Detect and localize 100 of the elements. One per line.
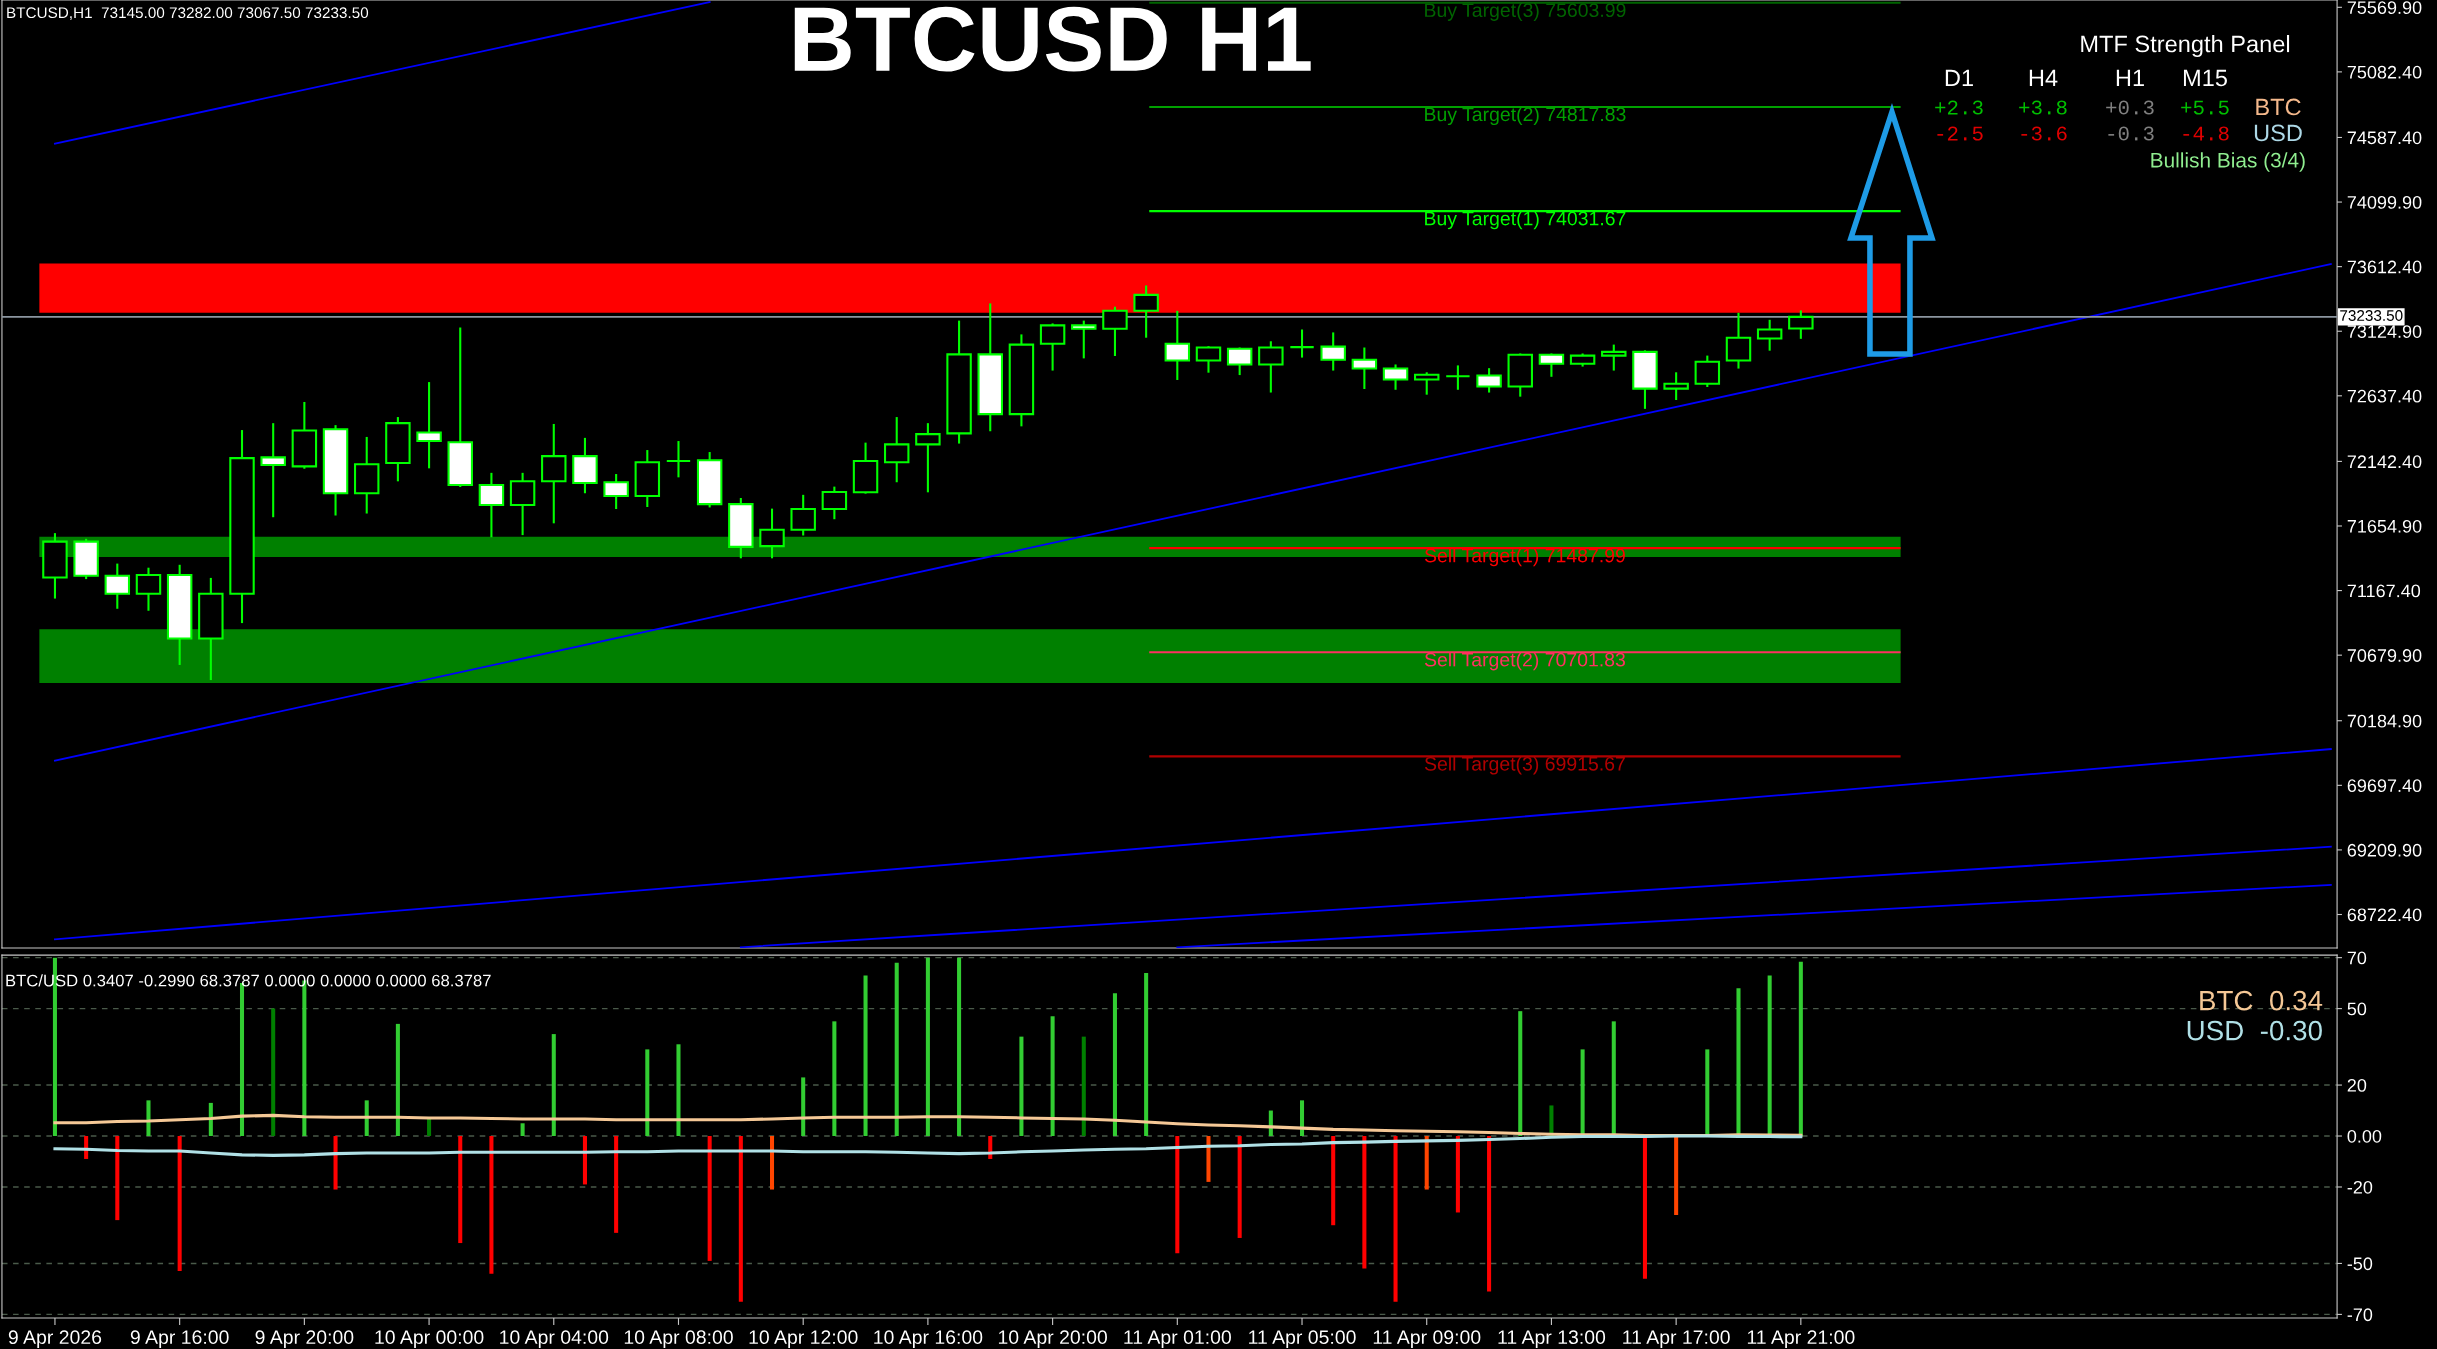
bar [177, 1136, 182, 1272]
annotation: +5.5 [2181, 100, 2229, 115]
candlestick [1258, 340, 1284, 394]
candlestick [135, 566, 162, 612]
candlestick [1725, 311, 1752, 370]
x-tick-label: 9 Apr 16:00 [130, 1330, 229, 1348]
ref-line-label: Buy Target(2) 74817.83 [1425, 106, 1626, 126]
x-tick-label: 10 Apr 00:00 [375, 1330, 484, 1348]
y-tick-label: 71167.40 [2347, 584, 2421, 598]
bar [645, 1049, 650, 1137]
y-tick-label: 73612.40 [2347, 260, 2422, 274]
bar [1019, 1036, 1024, 1137]
x-tick-label: 11 Apr 01:00 [1124, 1330, 1231, 1348]
bar [894, 962, 899, 1137]
bar [489, 1136, 494, 1274]
candlestick [883, 416, 910, 484]
bar [769, 1136, 775, 1190]
candlestick [1351, 346, 1378, 391]
bar [1674, 1136, 1679, 1216]
bar [458, 1136, 463, 1244]
ref-line-label: Sell Target(1) 71487.99 [1424, 548, 1625, 567]
bar [707, 1136, 712, 1261]
candlestick [1133, 284, 1159, 339]
candlestick [915, 422, 941, 494]
candlestick [1195, 345, 1222, 374]
bar [1487, 1136, 1492, 1292]
bar [1081, 1036, 1086, 1137]
y-tick-label: -20 [2347, 1180, 2373, 1194]
y-tick-label: 72637.40 [2347, 389, 2422, 403]
y-tick-label: 75082.40 [2347, 65, 2422, 79]
y-tick-label: 50 [2347, 1002, 2367, 1016]
annotation: H4 [2029, 69, 2058, 87]
candlestick [1788, 309, 1814, 340]
x-tick-label: 10 Apr 20:00 [998, 1330, 1107, 1348]
annotation: H1 [2116, 69, 2144, 87]
x-tick-label: 10 Apr 04:00 [500, 1330, 609, 1348]
bar [115, 1136, 120, 1221]
y-tick-label: -70 [2347, 1308, 2373, 1322]
bar [146, 1100, 151, 1137]
bar [1705, 1049, 1710, 1137]
y-tick-label: 0.00 [2347, 1129, 2382, 1143]
y-tick-label: 72142.40 [2347, 455, 2422, 469]
bar [1331, 1136, 1336, 1226]
annotation: M15 [2183, 69, 2227, 87]
ref-line-label: Sell Target(2) 70701.83 [1424, 652, 1625, 671]
y-tick-label: 20 [2347, 1078, 2367, 1092]
bar [395, 1023, 400, 1137]
bar [676, 1044, 681, 1137]
candlestick [1601, 343, 1627, 372]
bar [1175, 1136, 1180, 1254]
bar [1144, 972, 1149, 1137]
annotation: BTCUSD,H1 73145.00 73282.00 73067.50 73233.50 [7, 7, 369, 20]
annotation: -0.3 [2108, 126, 2154, 141]
candlestick [665, 440, 692, 479]
candlestick [1320, 331, 1346, 372]
bar [801, 1077, 806, 1137]
candlestick [821, 485, 848, 521]
annotation: -4.8 [2183, 126, 2229, 141]
candlestick [1413, 371, 1440, 396]
candlestick [1663, 371, 1689, 402]
candlestick [416, 381, 442, 470]
candlestick [1039, 322, 1066, 372]
y-tick-label: 70 [2347, 951, 2367, 965]
candlestick [1476, 367, 1502, 394]
x-tick-label: 9 Apr 20:00 [255, 1330, 354, 1348]
annotation: D1 [1945, 69, 1973, 87]
bar [427, 1118, 432, 1137]
annotation: +3.8 [2019, 100, 2067, 115]
chart-title: BTCUSD H1 [794, 6, 1311, 72]
bar [1424, 1136, 1429, 1190]
candlestick [260, 422, 286, 519]
candlestick [1694, 354, 1721, 389]
y-tick-label: 74587.40 [2347, 131, 2422, 145]
bar [1206, 1136, 1211, 1182]
bar [614, 1136, 619, 1233]
y-tick-label: 73124.90 [2347, 325, 2422, 338]
candlestick [790, 493, 816, 537]
y-tick-label: 75569.90 [2347, 1, 2422, 15]
candlestick [478, 471, 505, 539]
y-tick-label: 69209.90 [2347, 843, 2422, 857]
y-tick-label: 71654.90 [2347, 519, 2422, 533]
ref-line-label: Buy Target(1) 74031.67 [1425, 211, 1626, 230]
bar [1642, 1136, 1647, 1279]
annotation: -2.5 [1937, 126, 1983, 141]
annotation: USD -0.30 [2187, 1020, 2322, 1041]
candlestick [1102, 305, 1128, 358]
candlestick [759, 507, 785, 560]
candlestick [1071, 319, 1097, 360]
ref-line-label: Buy Target(3) 75603.99 [1425, 2, 1626, 21]
annotation: BTC [2256, 98, 2301, 116]
bar [1050, 1016, 1055, 1137]
candlestick [1164, 309, 1191, 382]
line-series [53, 1113, 1803, 1138]
bar [271, 1008, 276, 1137]
x-tick-label: 10 Apr 16:00 [874, 1330, 983, 1348]
x-tick-label: 11 Apr 13:00 [1498, 1330, 1606, 1348]
x-tick-label: 11 Apr 17:00 [1623, 1330, 1730, 1348]
bar [1237, 1136, 1242, 1238]
candlestick [1382, 363, 1409, 391]
y-tick-label: 70184.90 [2347, 714, 2422, 728]
